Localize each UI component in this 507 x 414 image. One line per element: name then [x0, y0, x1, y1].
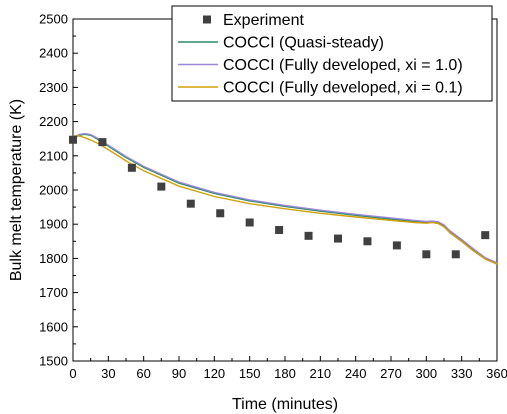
- experiment-point: [186, 199, 195, 208]
- legend-label: COCCI (Quasi-steady): [223, 35, 384, 52]
- experiment-point: [216, 209, 225, 218]
- experiment-point: [275, 226, 284, 235]
- experiment-point: [481, 231, 490, 240]
- x-tick-label: 30: [101, 366, 115, 381]
- x-tick-label: 60: [136, 366, 150, 381]
- y-tick-label: 2400: [39, 46, 68, 61]
- y-tick-label: 1700: [39, 285, 68, 300]
- x-tick-label: 180: [274, 366, 296, 381]
- experiment-point: [98, 138, 107, 147]
- y-tick-label: 2300: [39, 80, 68, 95]
- legend-label: COCCI (Fully developed, xi = 0.1): [223, 80, 463, 97]
- y-tick-label: 1600: [39, 319, 68, 334]
- series-line-1: [72, 133, 498, 265]
- y-tick-label: 2000: [39, 183, 68, 198]
- x-tick-label: 270: [380, 366, 402, 381]
- experiment-point: [334, 234, 342, 243]
- experiment-point: [451, 250, 460, 259]
- y-tick-label: 1800: [39, 251, 68, 266]
- series-line-2: [72, 132, 498, 264]
- x-tick-label: 360: [486, 366, 507, 381]
- y-tick-label: 1500: [39, 354, 68, 369]
- x-tick-label: 120: [203, 366, 225, 381]
- x-tick-label: 90: [172, 366, 186, 381]
- experiment-point: [304, 231, 313, 240]
- x-tick-label: 0: [69, 366, 76, 381]
- series-lines: [72, 132, 498, 265]
- experiment-point: [392, 241, 401, 250]
- x-axis-title: Time (minutes): [232, 396, 338, 413]
- x-tick-label: 150: [239, 366, 261, 381]
- experiment-point: [422, 250, 431, 259]
- series-line-3: [73, 135, 498, 265]
- legend: Experiment COCCI (Quasi-steady) COCCI (Ful…: [171, 5, 493, 102]
- legend-label: Experiment: [223, 12, 304, 29]
- x-tick-label: 210: [309, 366, 331, 381]
- legend-label: COCCI (Fully developed, xi = 1.0): [223, 57, 463, 74]
- y-tick-label: 2200: [39, 114, 68, 129]
- x-tick-label: 330: [451, 366, 473, 381]
- experiment-markers: [69, 135, 490, 259]
- experiment-point: [245, 218, 254, 227]
- legend-marker: [203, 15, 211, 24]
- experiment-point: [363, 237, 372, 246]
- experiment-point: [127, 163, 136, 172]
- x-tick-label: 240: [345, 366, 367, 381]
- experiment-point: [69, 135, 77, 144]
- y-axis-title: Bulk melt temperature (K): [8, 99, 25, 281]
- y-tick-label: 1900: [39, 217, 68, 232]
- y-tick-label: 2500: [39, 12, 68, 27]
- x-tick-label: 300: [415, 366, 437, 381]
- y-tick-label: 2100: [39, 148, 68, 163]
- experiment-point: [157, 182, 166, 191]
- axis-ticks: 0 30 60 90 120 150 180 210 240 270 300 330 360 1500 16…: [39, 12, 507, 382]
- legend-box: [171, 5, 493, 102]
